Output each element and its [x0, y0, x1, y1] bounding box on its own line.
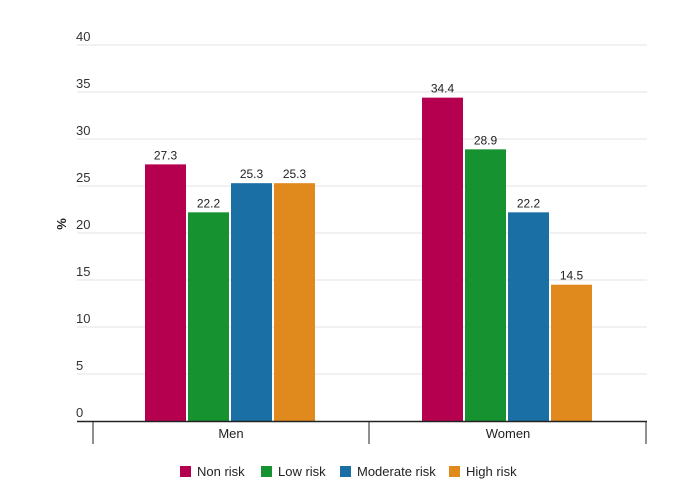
- bar-men-low-risk: [188, 212, 229, 421]
- data-label: 25.3: [240, 167, 264, 181]
- y-tick-label: 40: [76, 29, 90, 44]
- legend-label: Moderate risk: [357, 464, 436, 479]
- legend-swatch: [180, 466, 191, 477]
- y-tick-label: 30: [76, 123, 90, 138]
- x-tick-label: Women: [486, 426, 531, 441]
- x-axis: Men Women: [77, 420, 647, 444]
- bar-women-non-risk: [422, 97, 463, 421]
- x-tick-label: Men: [218, 426, 243, 441]
- data-label: 34.4: [431, 82, 455, 96]
- y-tick-label: 10: [76, 311, 90, 326]
- bar-women-moderate-risk: [508, 212, 549, 421]
- y-tick-label: 0: [76, 405, 83, 420]
- legend-swatch: [449, 466, 460, 477]
- data-label: 25.3: [283, 167, 307, 181]
- y-tick-label: 35: [76, 76, 90, 91]
- bar-men-moderate-risk: [231, 183, 272, 421]
- bar-men-non-risk: [145, 164, 186, 421]
- legend-label: Low risk: [278, 464, 326, 479]
- y-axis-ticks: 0 5 10 15 20 25 30 35 40: [76, 29, 90, 420]
- legend-swatch: [261, 466, 272, 477]
- y-tick-label: 15: [76, 264, 90, 279]
- bar-women-low-risk: [465, 149, 506, 421]
- data-label: 27.3: [154, 148, 178, 162]
- y-tick-label: 5: [76, 358, 83, 373]
- legend: Non risk Low risk Moderate risk High risk: [180, 464, 517, 479]
- data-label: 22.2: [517, 196, 541, 210]
- y-axis-label: %: [54, 218, 69, 230]
- data-label: 28.9: [474, 133, 498, 147]
- legend-swatch: [340, 466, 351, 477]
- data-labels: 27.3 22.2 25.3 25.3 34.4 28.9 22.2 14.5: [154, 82, 584, 283]
- legend-label: High risk: [466, 464, 517, 479]
- bars: [145, 97, 592, 421]
- legend-label: Non risk: [197, 464, 245, 479]
- y-tick-label: 20: [76, 217, 90, 232]
- y-tick-label: 25: [76, 170, 90, 185]
- bar-women-high-risk: [551, 284, 592, 421]
- bar-men-high-risk: [274, 183, 315, 421]
- data-label: 22.2: [197, 196, 221, 210]
- data-label: 14.5: [560, 269, 584, 283]
